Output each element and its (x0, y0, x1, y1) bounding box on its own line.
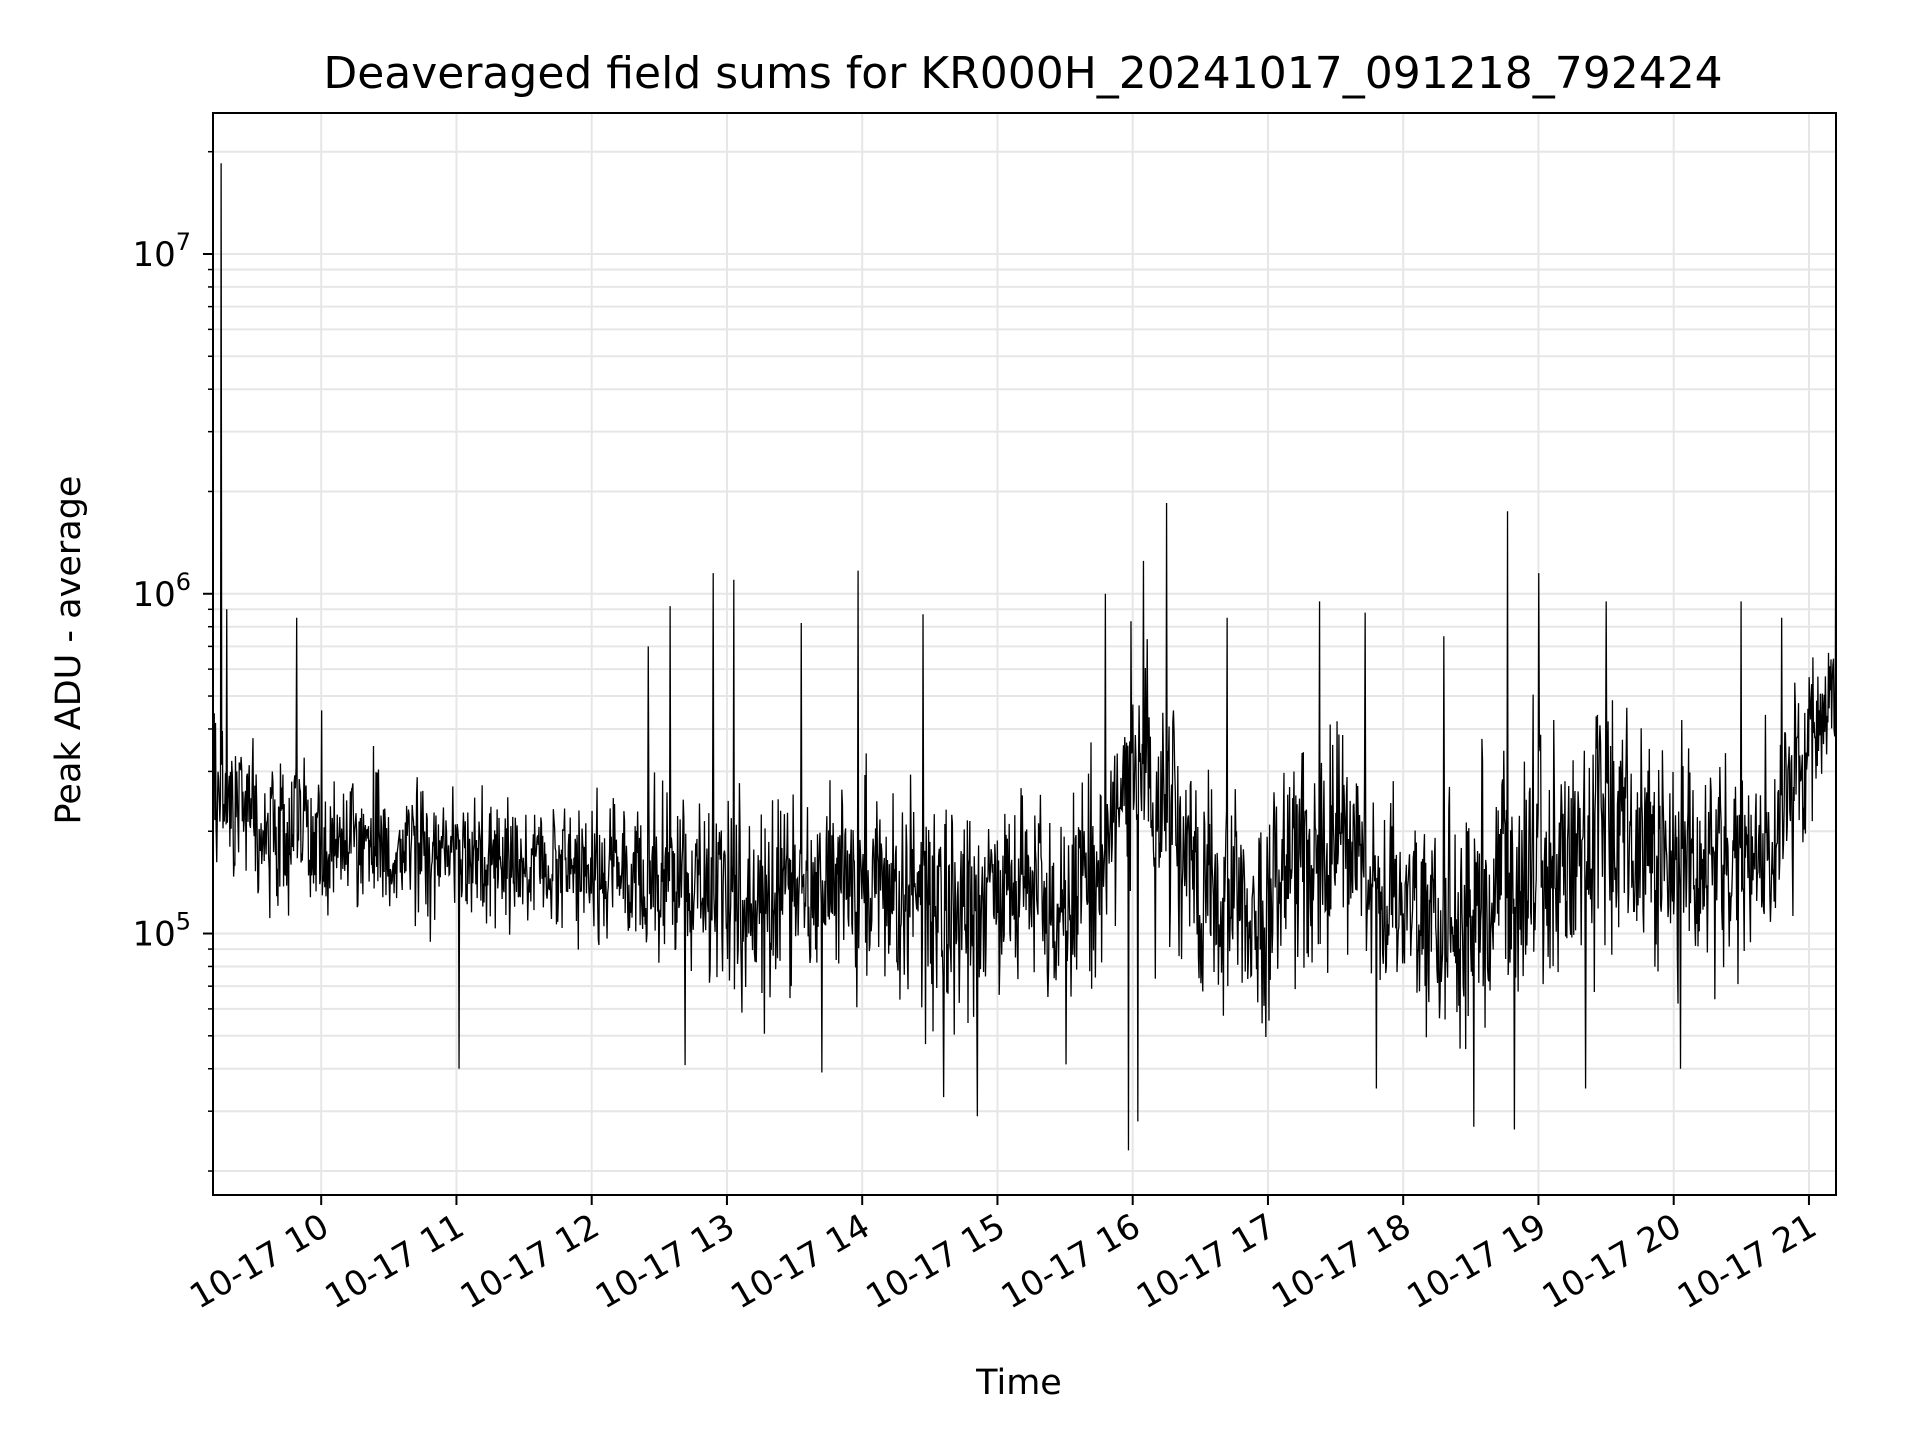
y-tick-label: 107 (132, 228, 191, 275)
grid (213, 113, 1836, 1195)
x-tick-label: 10-17 10 (183, 1206, 335, 1317)
series-line (212, 163, 1837, 1151)
y-tick-exponent: 7 (176, 228, 191, 256)
plot-frame (212, 112, 1837, 1196)
x-tick-label: 10-17 19 (1401, 1206, 1553, 1317)
x-tick-label: 10-17 17 (1130, 1206, 1282, 1317)
x-tick-label: 10-17 21 (1671, 1206, 1823, 1317)
y-tick-exponent: 5 (176, 908, 191, 936)
x-tick-label: 10-17 15 (860, 1206, 1012, 1317)
y-tick-label: 105 (132, 908, 191, 955)
y-axis-ticks: 105 106 107 (132, 150, 213, 1172)
x-tick-label: 10-17 20 (1536, 1206, 1688, 1317)
y-tick-label: 106 (132, 568, 191, 615)
y-tick-exponent: 6 (176, 568, 191, 596)
chart-title: Deaveraged field sums for KR000H_2024101… (323, 48, 1722, 99)
x-tick-label: 10-17 16 (995, 1206, 1147, 1317)
x-tick-label: 10-17 11 (319, 1206, 471, 1317)
x-tick-label: 10-17 18 (1265, 1206, 1417, 1317)
data-series (212, 163, 1837, 1151)
x-axis-label: Time (975, 1363, 1062, 1403)
x-tick-label: 10-17 12 (454, 1206, 606, 1317)
y-axis-label: Peak ADU - average (49, 476, 89, 825)
x-tick-label: 10-17 13 (589, 1206, 741, 1317)
x-tick-label: 10-17 14 (724, 1206, 876, 1317)
